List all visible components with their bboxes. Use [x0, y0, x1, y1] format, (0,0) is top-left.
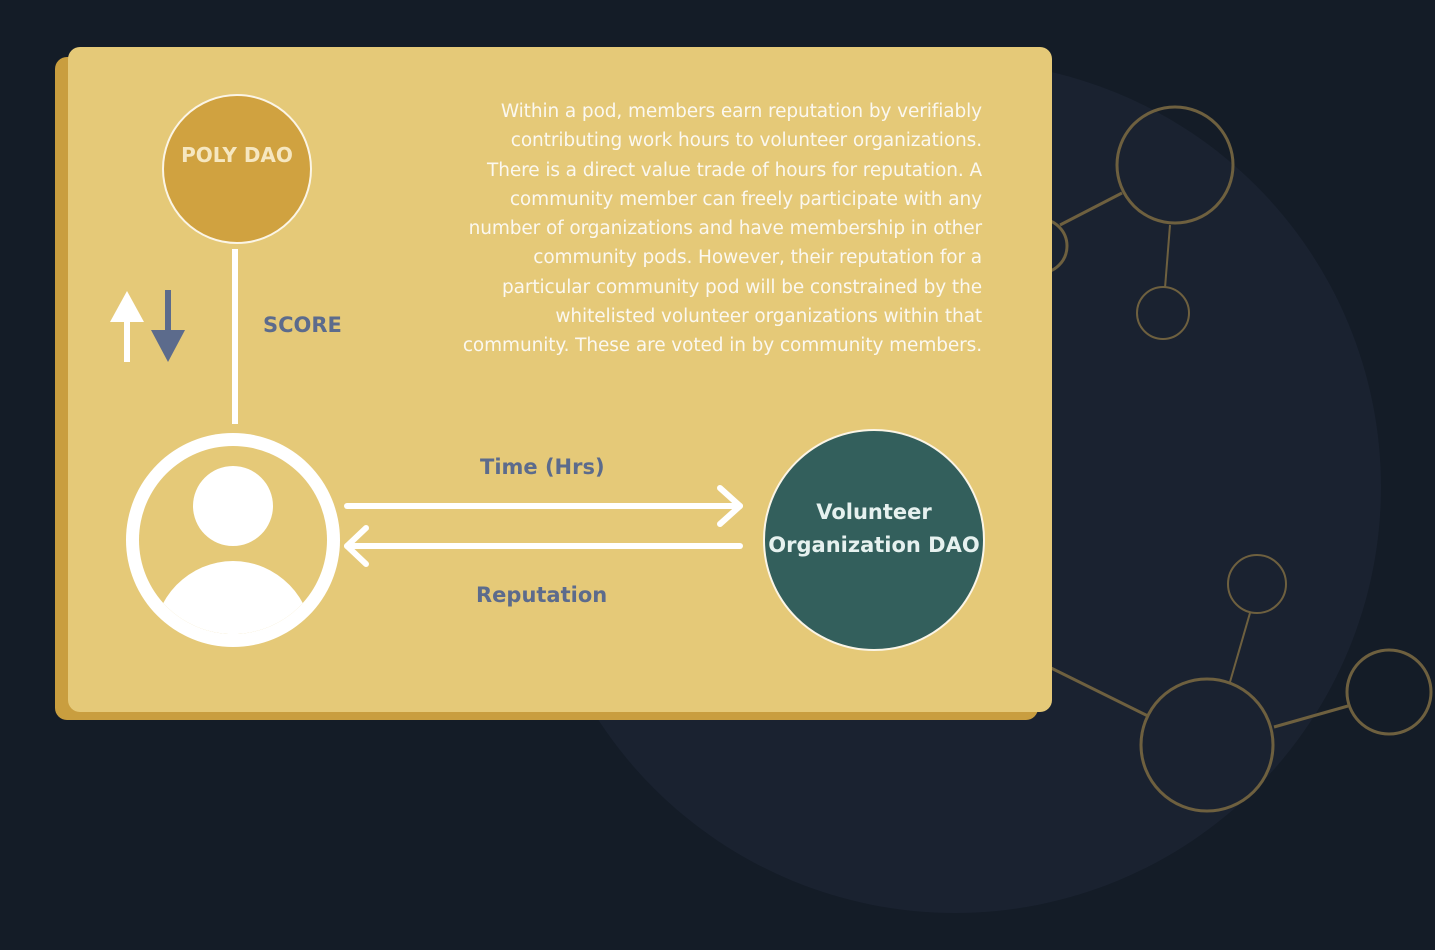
volunteer-org-dao-label: Volunteer Organization DAO: [763, 496, 985, 562]
network-link: [1229, 612, 1251, 683]
user-icon: [126, 433, 340, 647]
network-link: [1164, 224, 1171, 289]
pod-reputation-description: Within a pod, members earn reputation by…: [462, 101, 982, 357]
poly-dao-node: [162, 94, 312, 244]
score-label: SCORE: [263, 313, 342, 337]
network-node: [1136, 286, 1190, 340]
arrow-up-icon: [110, 291, 144, 362]
network-link: [1044, 663, 1149, 718]
time-hours-label: Time (Hrs): [480, 455, 605, 479]
network-node: [1115, 105, 1235, 225]
poly-dao-label: POLY DAO: [181, 143, 293, 167]
network-node: [1227, 554, 1287, 614]
org-label-line-1: Volunteer: [816, 500, 932, 524]
network-link: [1273, 704, 1349, 729]
arrow-left-icon: [344, 525, 743, 567]
reputation-label: Reputation: [476, 583, 608, 607]
network-node: [1345, 648, 1433, 736]
volunteer-org-dao-node: [763, 429, 985, 651]
arrow-right-icon: [344, 485, 743, 527]
org-label-line-2: Organization DAO: [768, 533, 980, 557]
network-link: [1059, 191, 1123, 227]
arrow-down-icon: [151, 290, 185, 362]
network-node: [1139, 677, 1275, 813]
